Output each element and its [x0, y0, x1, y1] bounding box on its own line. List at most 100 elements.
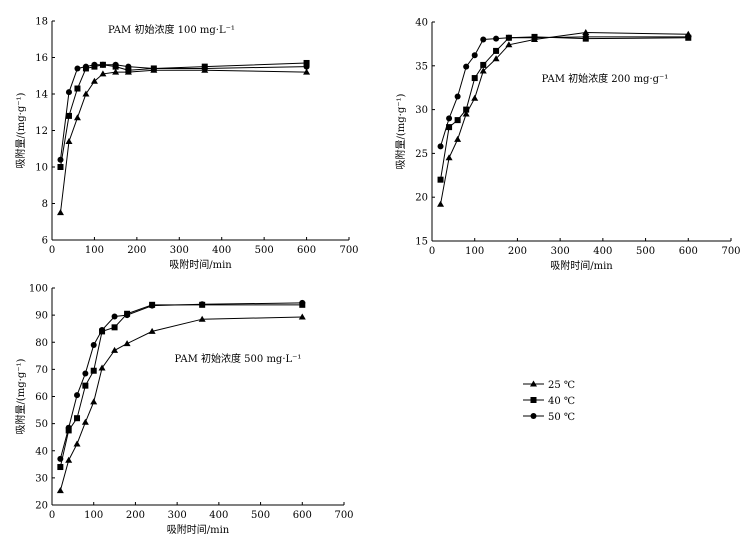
y-tick-label: 40 [35, 446, 48, 457]
x-tick-label: 500 [251, 510, 270, 521]
data-point [437, 200, 445, 207]
chart-title: PAM 初始浓度 500 mg·L⁻¹ [175, 352, 302, 365]
data-point [112, 68, 120, 75]
y-tick-label: 20 [35, 501, 48, 512]
data-point [81, 418, 89, 425]
data-point [150, 65, 157, 72]
y-tick-label: 6 [42, 236, 48, 247]
data-point [82, 382, 89, 389]
y-axis-label: 吸附量/(mg·g⁻¹) [14, 358, 27, 434]
x-tick-label: 0 [49, 245, 55, 256]
x-axis-label: 吸附时间/min [550, 259, 613, 272]
x-tick-label: 300 [551, 246, 570, 257]
data-point [82, 370, 89, 377]
data-point [112, 61, 119, 68]
data-point [99, 61, 106, 68]
y-tick-label: 100 [29, 284, 48, 295]
data-point [111, 324, 118, 331]
data-point [437, 143, 444, 150]
y-tick-label: 12 [35, 126, 48, 137]
circle-marker-icon [530, 413, 537, 419]
data-point [65, 424, 72, 431]
x-tick-label: 200 [508, 246, 527, 257]
data-point [454, 117, 461, 124]
x-tick-label: 400 [212, 245, 231, 256]
panel-3: 0 100 200 300 400 500 600 700 20 30 40 50 60 70 80 90 10… [14, 284, 354, 537]
data-point [56, 209, 64, 216]
data-point [303, 68, 311, 75]
series-line [440, 32, 689, 205]
data-point [582, 29, 590, 36]
panel-2: 0 100 200 300 400 500 600 700 15 20 25 30 35 40 吸附时间/m… [394, 18, 741, 273]
data-point [111, 346, 119, 353]
x-tick-label: 100 [465, 246, 484, 257]
x-tick-label: 700 [721, 246, 740, 257]
x-tick-label: 600 [293, 510, 312, 521]
data-point [99, 327, 106, 334]
data-point [90, 367, 97, 374]
data-point [437, 176, 444, 183]
y-axis-label: 吸附量/(mg·g⁻¹) [14, 92, 27, 168]
data-point [149, 302, 156, 309]
data-point [125, 67, 132, 74]
data-point [445, 154, 453, 161]
x-tick-label: 200 [126, 510, 145, 521]
x-tick-label: 600 [679, 246, 698, 257]
y-tick-label: 8 [42, 199, 48, 210]
data-point [505, 34, 512, 41]
chart-title: PAM 初始浓度 100 mg·L⁻¹ [108, 23, 235, 36]
x-tick-label: 200 [127, 245, 146, 256]
data-point [471, 94, 479, 101]
y-tick-label: 30 [35, 473, 48, 484]
data-point [199, 301, 206, 308]
data-point [505, 41, 513, 48]
data-point [57, 156, 64, 163]
y-axis-label: 吸附量/(mg·g⁻¹) [394, 93, 407, 169]
data-point [454, 135, 462, 142]
data-point [57, 455, 64, 462]
y-tick-label: 60 [35, 392, 48, 403]
y-tick-label: 30 [415, 105, 428, 116]
y-tick-label: 80 [35, 338, 48, 349]
data-point [201, 65, 208, 72]
data-point [462, 110, 470, 117]
x-tick-label: 0 [49, 510, 55, 521]
y-tick-label: 25 [415, 149, 428, 160]
data-point [463, 63, 470, 70]
y-tick-label: 14 [35, 90, 48, 101]
data-point [463, 106, 470, 113]
y-tick-label: 16 [35, 53, 48, 64]
y-tick-label: 40 [415, 18, 428, 29]
x-tick-label: 100 [85, 245, 104, 256]
data-point [99, 70, 107, 77]
legend-entry-40: 40 ℃ [523, 396, 575, 407]
y-tick-label: 70 [35, 365, 48, 376]
series-line [59, 69, 307, 213]
x-tick-label: 500 [636, 246, 655, 257]
data-point [82, 90, 90, 97]
y-tick-label: 15 [415, 237, 428, 248]
data-point [492, 55, 500, 62]
data-point [91, 61, 98, 68]
data-point [480, 61, 487, 68]
data-point [73, 440, 81, 447]
data-point [123, 340, 131, 347]
data-point [493, 35, 500, 42]
chart-title: PAM 初始浓度 200 mg·g⁻¹ [542, 72, 669, 85]
x-axis-label: 吸附时间/min [169, 258, 232, 271]
legend-label: 40 ℃ [548, 396, 575, 407]
data-point [124, 312, 131, 319]
data-point [685, 33, 692, 40]
legend-label: 25 ℃ [548, 380, 575, 391]
legend-entry-50: 50 ℃ [523, 412, 575, 423]
data-point [74, 85, 81, 92]
data-point [479, 67, 487, 74]
data-point [82, 63, 89, 70]
y-tick-label: 35 [415, 61, 428, 72]
triangle-marker-icon [530, 380, 537, 387]
y-tick-label: 90 [35, 311, 48, 322]
data-point [65, 112, 72, 119]
data-point [493, 47, 500, 54]
legend-label: 50 ℃ [548, 412, 575, 423]
